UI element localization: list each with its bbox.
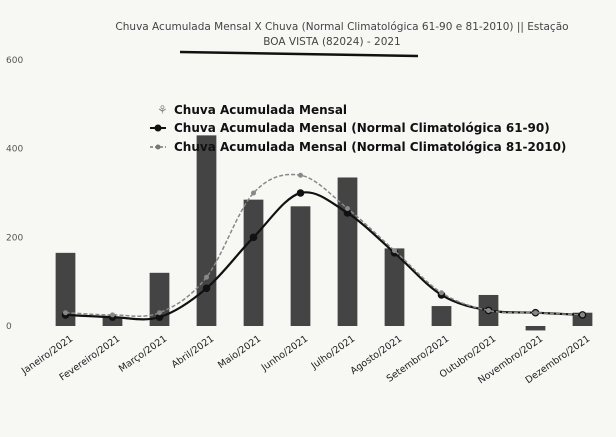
x-tick-label: Abril/2021: [170, 333, 217, 370]
normal-81-2010-point: [486, 307, 491, 313]
normal-61-90-point: [155, 313, 164, 321]
bar: [431, 306, 452, 326]
normal-81-2010-point: [345, 206, 350, 212]
normal-61-90-point: [296, 189, 305, 197]
normal-61-90-point: [343, 209, 352, 217]
y-tick-label: 0: [6, 322, 12, 332]
legend-marker-3: [155, 144, 161, 150]
bar: [384, 248, 405, 326]
normal-61-90-point: [249, 233, 258, 242]
legend-marker-2: [154, 124, 162, 132]
bar: [290, 206, 311, 326]
normal-81-2010-point: [157, 310, 162, 316]
x-tick-label: Junho/2021: [259, 333, 310, 374]
normal-81-2010-point: [533, 310, 538, 316]
normal-81-2010-point: [204, 274, 209, 280]
chart-title-line2: BOA VISTA (82024) - 2021: [263, 36, 400, 48]
bar: [337, 177, 358, 326]
normal-81-2010-point: [580, 312, 585, 318]
legend-entry-3: Chuva Acumulada Mensal (Normal Climatoló…: [150, 140, 566, 154]
legend-label-1: Chuva Acumulada Mensal: [174, 103, 347, 117]
normal-81-2010-point: [439, 290, 444, 296]
bar: [149, 272, 170, 326]
title-underline: [179, 50, 419, 58]
normal-81-2010-point: [63, 310, 68, 316]
normal-61-90-point: [202, 284, 211, 293]
bar: [572, 312, 593, 326]
normal-81-2010-line: [65, 173, 583, 317]
y-tick-label: 400: [6, 145, 23, 155]
legend-label-2: Chuva Acumulada Mensal (Normal Climatoló…: [174, 121, 550, 135]
normal-81-2010-point: [298, 172, 303, 178]
normal-61-90-line: [65, 191, 583, 321]
legend-label-3: Chuva Acumulada Mensal (Normal Climatoló…: [174, 140, 566, 154]
bar: [196, 135, 217, 326]
legend-entry-1: ⚘ Chuva Acumulada Mensal: [157, 103, 347, 117]
bar: [102, 317, 123, 326]
normal-81-2010-point: [110, 312, 115, 318]
normal-81-2010-point: [251, 190, 256, 196]
legend: ⚘ Chuva Acumulada Mensal Chuva Acumulada…: [150, 103, 566, 154]
bar-series: [55, 135, 593, 331]
bar: [525, 326, 546, 331]
bar: [55, 252, 76, 326]
x-tick-label: Maio/2021: [216, 333, 263, 371]
chart-title-line1: Chuva Acumulada Mensal X Chuva (Normal C…: [115, 21, 568, 33]
x-tick-label: Março/2021: [117, 333, 169, 374]
y-axis: 0 200 400 600: [6, 56, 23, 332]
normal-81-2010-point: [392, 248, 397, 254]
legend-marker-1: ⚘: [157, 103, 168, 117]
line-series: [61, 172, 587, 321]
legend-entry-2: Chuva Acumulada Mensal (Normal Climatoló…: [150, 121, 550, 135]
y-tick-label: 600: [6, 56, 23, 66]
bar: [243, 199, 264, 326]
y-tick-label: 200: [6, 233, 23, 243]
